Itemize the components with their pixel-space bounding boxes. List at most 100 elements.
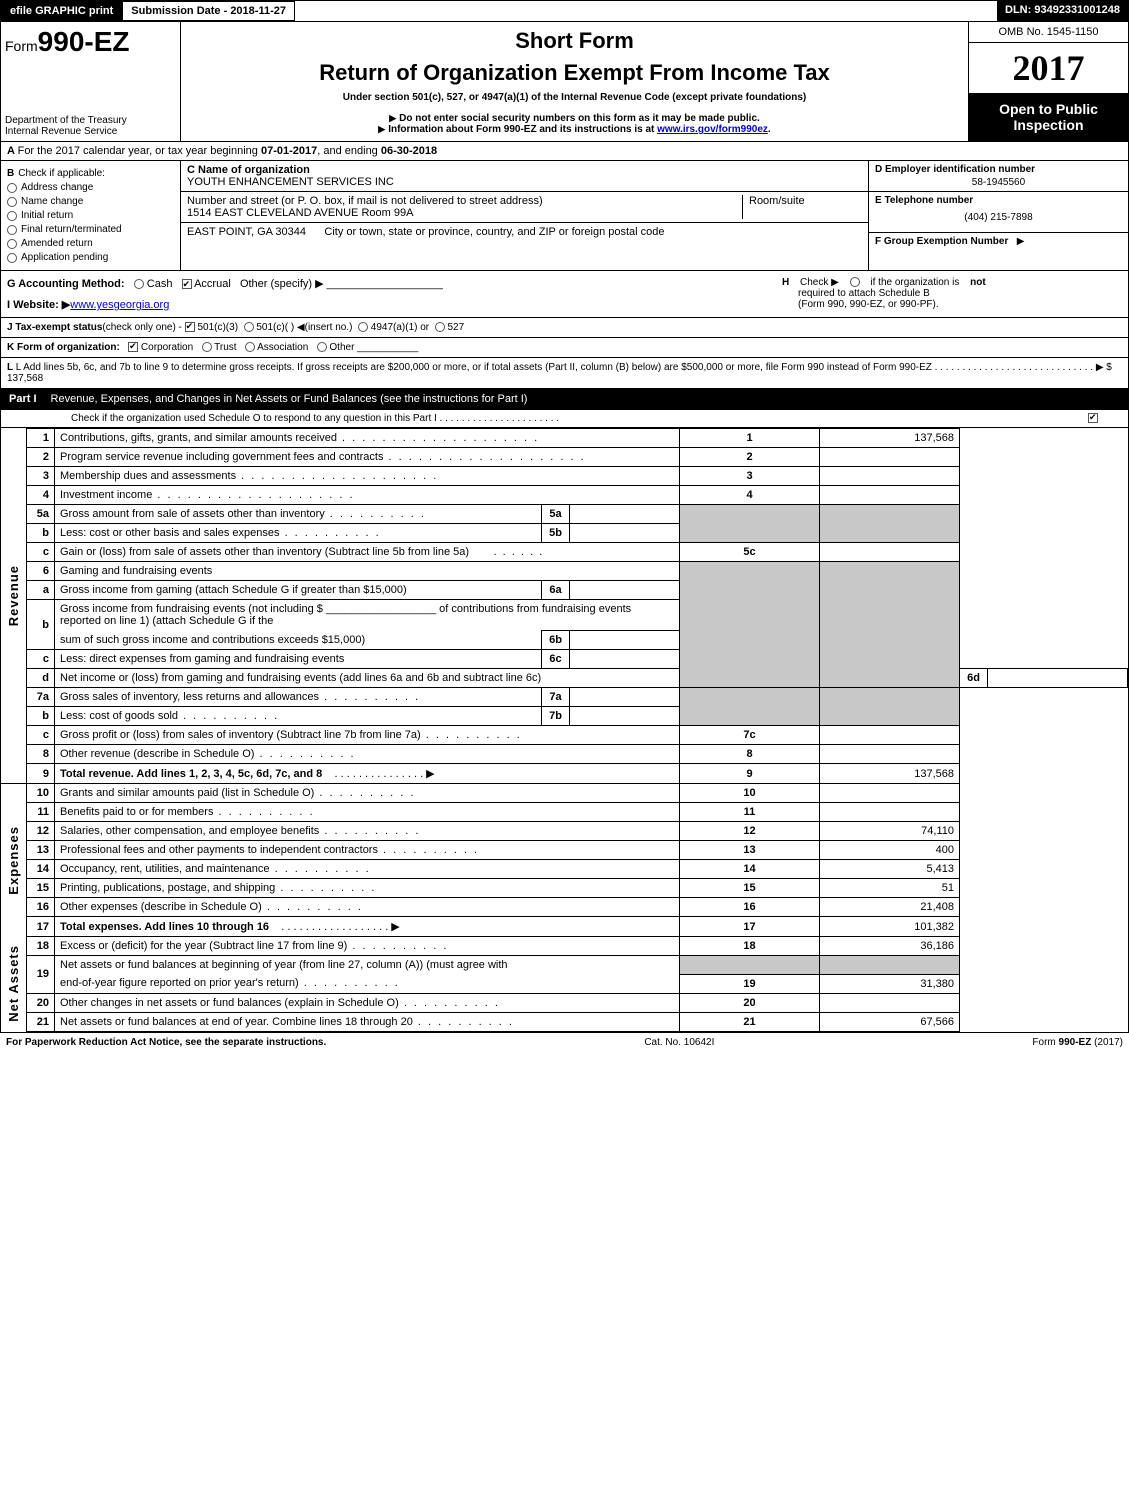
info-link[interactable]: www.irs.gov/form990ez	[657, 124, 768, 135]
line-18-num: 18	[27, 937, 55, 956]
line-10-desc: Grants and similar amounts paid (list in…	[55, 784, 680, 803]
info-line: Information about Form 990-EZ and its in…	[187, 124, 962, 135]
ein-value: 58-1945560	[875, 177, 1122, 188]
line-7a-num: 7a	[27, 688, 55, 707]
line-7c-num: c	[27, 726, 55, 745]
checkbox-name-change[interactable]	[7, 197, 17, 207]
section-l: L L Add lines 5b, 6c, and 7b to line 9 t…	[1, 358, 1128, 388]
line-7b-num: b	[27, 707, 55, 726]
line-5b-num: b	[27, 524, 55, 543]
checkbox-501c3[interactable]	[185, 322, 195, 332]
org-city: EAST POINT, GA 30344	[187, 226, 306, 238]
section-b-label: B Check if applicable:	[7, 168, 174, 179]
line-15-desc: Printing, publications, postage, and shi…	[55, 879, 680, 898]
line-5b-desc: Less: cost or other basis and sales expe…	[55, 524, 542, 543]
line-20-no: 20	[680, 993, 820, 1012]
line-6a-sv	[570, 581, 680, 600]
line-6c-sv	[570, 650, 680, 669]
line-1-desc: Contributions, gifts, grants, and simila…	[55, 429, 680, 448]
checkbox-trust[interactable]	[202, 342, 212, 352]
checkbox-initial-return[interactable]	[7, 211, 17, 221]
checkbox-schedule-o[interactable]	[1088, 413, 1098, 423]
section-k: K Form of organization: Corporation Trus…	[1, 338, 1128, 358]
line-6c-num: c	[27, 650, 55, 669]
section-f-label: F Group Exemption Number	[875, 236, 1008, 247]
line-16-desc: Other expenses (describe in Schedule O)	[55, 898, 680, 917]
radio-accrual[interactable]	[182, 279, 192, 289]
line-13-val: 400	[820, 841, 960, 860]
line-7b-sv	[570, 707, 680, 726]
line-7c-val	[820, 726, 960, 745]
line-14-desc: Occupancy, rent, utilities, and maintena…	[55, 860, 680, 879]
line-6-desc: Gaming and fundraising events	[55, 562, 680, 581]
checkbox-schedule-b[interactable]	[850, 277, 860, 287]
line-16-no: 16	[680, 898, 820, 917]
line-18-val: 36,186	[820, 937, 960, 956]
line-5c-val	[820, 543, 960, 562]
line-1-no: 1	[680, 429, 820, 448]
label-address-change: Address change	[21, 182, 93, 193]
checkbox-address-change[interactable]	[7, 183, 17, 193]
line-20-num: 20	[27, 993, 55, 1012]
footer-catno: Cat. No. 10642I	[644, 1037, 714, 1048]
grey-cell	[820, 688, 960, 726]
grey-cell	[680, 505, 820, 543]
line-20-val	[820, 993, 960, 1012]
section-g: G Accounting Method: Cash Accrual Other …	[7, 277, 782, 290]
checkbox-association[interactable]	[245, 342, 255, 352]
checkbox-amended-return[interactable]	[7, 239, 17, 249]
line-6b-num: b	[27, 600, 55, 650]
line-5a-sn: 5a	[542, 505, 570, 524]
part1-title: Part I	[9, 393, 37, 405]
line-5b-sv	[570, 524, 680, 543]
line-7c-desc: Gross profit or (loss) from sales of inv…	[55, 726, 680, 745]
radio-cash[interactable]	[134, 279, 144, 289]
label-application-pending: Application pending	[21, 252, 108, 263]
efile-print-button[interactable]: efile GRAPHIC print	[1, 1, 122, 21]
checkbox-501c[interactable]	[244, 322, 254, 332]
line-14-no: 14	[680, 860, 820, 879]
website-link[interactable]: www.yesgeorgia.org	[70, 299, 169, 311]
line-3-num: 3	[27, 467, 55, 486]
line-6d-desc: Net income or (loss) from gaming and fun…	[55, 669, 680, 688]
line-6b-sv	[570, 631, 680, 650]
line-6b-desc1: Gross income from fundraising events (no…	[55, 600, 680, 631]
grey-cell	[820, 505, 960, 543]
line-21-val: 67,566	[820, 1012, 960, 1031]
line-17-no: 17	[680, 917, 820, 937]
line-21-num: 21	[27, 1012, 55, 1031]
short-form-title: Short Form	[187, 28, 962, 54]
return-title: Return of Organization Exempt From Incom…	[187, 60, 962, 86]
checkbox-corporation[interactable]	[128, 342, 138, 352]
line-6a-num: a	[27, 581, 55, 600]
checkbox-527[interactable]	[435, 322, 445, 332]
line-13-desc: Professional fees and other payments to …	[55, 841, 680, 860]
line-5a-desc: Gross amount from sale of assets other t…	[55, 505, 542, 524]
grey-cell	[820, 956, 960, 975]
section-c-label: C Name of organization	[187, 164, 862, 176]
checkbox-final-return[interactable]	[7, 225, 17, 235]
section-h-label: H	[782, 277, 789, 288]
line-19-no: 19	[680, 974, 820, 993]
line-6b-sn: 6b	[542, 631, 570, 650]
vlabel-netassets: Net Assets	[6, 945, 21, 1022]
line-5c-desc: Gain or (loss) from sale of assets other…	[55, 543, 680, 562]
irs-label: Internal Revenue Service	[5, 126, 176, 137]
checkbox-4947[interactable]	[358, 322, 368, 332]
org-address: 1514 EAST CLEVELAND AVENUE Room 99A	[187, 207, 742, 219]
checkbox-application-pending[interactable]	[7, 253, 17, 263]
line-19-desc1: Net assets or fund balances at beginning…	[55, 956, 680, 975]
line-9-no: 9	[680, 764, 820, 784]
line-7a-sn: 7a	[542, 688, 570, 707]
line-7b-desc: Less: cost of goods sold	[55, 707, 542, 726]
grey-cell	[680, 562, 820, 688]
line-17-desc: Total expenses. Add lines 10 through 16 …	[55, 917, 680, 937]
checkbox-other-org[interactable]	[317, 342, 327, 352]
line-6c-sn: 6c	[542, 650, 570, 669]
line-7a-desc: Gross sales of inventory, less returns a…	[55, 688, 542, 707]
line-9-desc: Total revenue. Add lines 1, 2, 3, 4, 5c,…	[55, 764, 680, 784]
line-18-desc: Excess or (deficit) for the year (Subtra…	[55, 937, 680, 956]
vlabel-expenses: Expenses	[6, 826, 21, 895]
line-4-no: 4	[680, 486, 820, 505]
line-9-num: 9	[27, 764, 55, 784]
